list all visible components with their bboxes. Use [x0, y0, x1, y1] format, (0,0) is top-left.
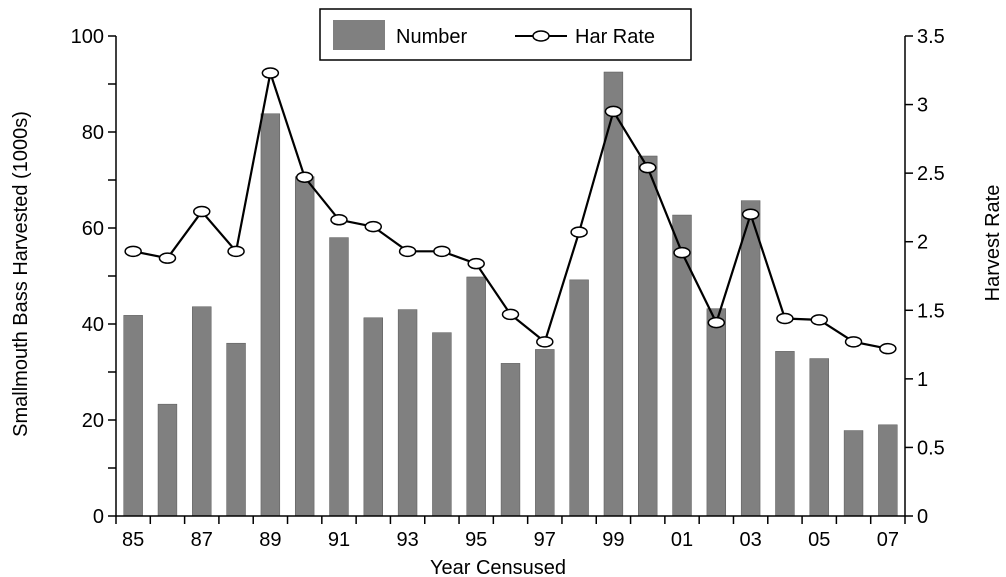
x-tick-label: 95: [465, 529, 487, 551]
har-rate-point-92: [364, 220, 383, 233]
har-rate-point-96: [501, 308, 520, 321]
legend: Number Har Rate: [319, 8, 692, 61]
y-right-tick-label: 1: [917, 369, 928, 391]
y-left-tick-label: 20: [82, 410, 104, 432]
tick-labels-layer: 0 20 40 60 80 100 0 0.5 1 1.5 2 2.5 3 3.5 85 87 89 91 93 95…: [71, 26, 945, 551]
har-rate-point-02: [707, 316, 726, 329]
y-left-tick-label: 0: [93, 506, 104, 528]
x-tick-label: 91: [328, 529, 350, 551]
bar-90: [294, 176, 315, 517]
bar-95: [466, 276, 486, 517]
x-tick-label: 87: [191, 529, 213, 551]
x-tick-label: 89: [259, 529, 281, 551]
har-rate-point-89: [261, 67, 280, 79]
bar-87: [192, 306, 212, 517]
y-right-tick-label: 0: [917, 506, 928, 528]
har-rate-point-97: [536, 336, 554, 348]
har-rate-point-93: [398, 245, 417, 258]
x-tick-label: 99: [602, 529, 624, 551]
x-tick-label: 05: [808, 529, 830, 551]
bar-07: [878, 424, 898, 517]
bar-94: [432, 332, 452, 517]
har-rate-point-03: [741, 208, 760, 221]
y-left-tick-label: 60: [82, 218, 104, 240]
bar-85: [123, 315, 143, 517]
bar-91: [329, 237, 349, 517]
bar-97: [535, 349, 555, 517]
bar-86: [157, 403, 178, 517]
x-tick-label: 97: [534, 529, 556, 551]
har-rate-point-88: [227, 245, 245, 258]
y-right-tick-label: 2.5: [917, 163, 945, 185]
bar-05: [809, 358, 829, 517]
bar-06: [843, 430, 864, 517]
bar-00: [638, 155, 658, 517]
bar-01: [672, 214, 692, 517]
axes-layer: [108, 35, 913, 524]
har-rate-point-07: [879, 342, 897, 355]
x-tick-label: 03: [740, 529, 762, 551]
x-axis-title: Year Censused: [430, 557, 566, 577]
x-tick-label: 07: [877, 529, 899, 551]
har-rate-point-98: [570, 226, 588, 238]
har-rate-point-91: [330, 214, 348, 226]
y-right-tick-label: 3: [917, 95, 928, 117]
har-rate-point-01: [673, 246, 691, 259]
y-right-tick-label: 2: [917, 232, 928, 254]
line-layer: [124, 67, 897, 355]
har-rate-point-05: [810, 314, 828, 326]
y-left-tick-label: 80: [82, 122, 104, 144]
har-rate-point-06: [844, 336, 863, 348]
bar-02: [706, 308, 727, 517]
bar-03: [740, 200, 761, 517]
y-right-tick-label: 1.5: [917, 300, 945, 322]
har-rate-point-99: [604, 105, 623, 118]
bar-98: [569, 279, 589, 517]
y-left-tick-label: 40: [82, 314, 104, 336]
bar-92: [363, 317, 383, 517]
har-rate-point-04: [776, 312, 794, 325]
har-rate-point-00: [638, 161, 657, 174]
y-right-tick-label: 0.5: [917, 437, 945, 459]
bar-89: [260, 113, 281, 517]
y-right-tick-label: 3.5: [917, 26, 945, 48]
har-rate-point-95: [467, 257, 485, 270]
har-rate-point-94: [433, 245, 451, 258]
y-left-tick-label: 100: [71, 26, 104, 48]
har-rate-point-86: [158, 252, 177, 264]
bar-88: [226, 342, 246, 517]
har-rate-point-87: [193, 205, 211, 218]
har-rate-line: [132, 68, 889, 350]
legend-harrate-marker: [532, 30, 550, 42]
x-tick-label: 93: [396, 529, 418, 551]
x-tick-label: 01: [671, 529, 693, 551]
legend-harrate-label: Har Rate: [575, 26, 655, 48]
har-rate-point-85: [124, 245, 142, 258]
bar-93: [397, 309, 418, 517]
y-axis-right-title: Harvest Rate: [982, 185, 1004, 302]
bar-04: [775, 351, 795, 517]
bar-96: [500, 363, 521, 517]
y-axis-left-title: Smallmouth Bass Harvested (1000s): [10, 111, 32, 437]
legend-number-label: Number: [396, 26, 467, 48]
legend-number-swatch: [333, 20, 385, 50]
x-tick-label: 85: [122, 529, 144, 551]
bars-layer: [123, 71, 898, 517]
har-rate-point-90: [295, 171, 314, 184]
